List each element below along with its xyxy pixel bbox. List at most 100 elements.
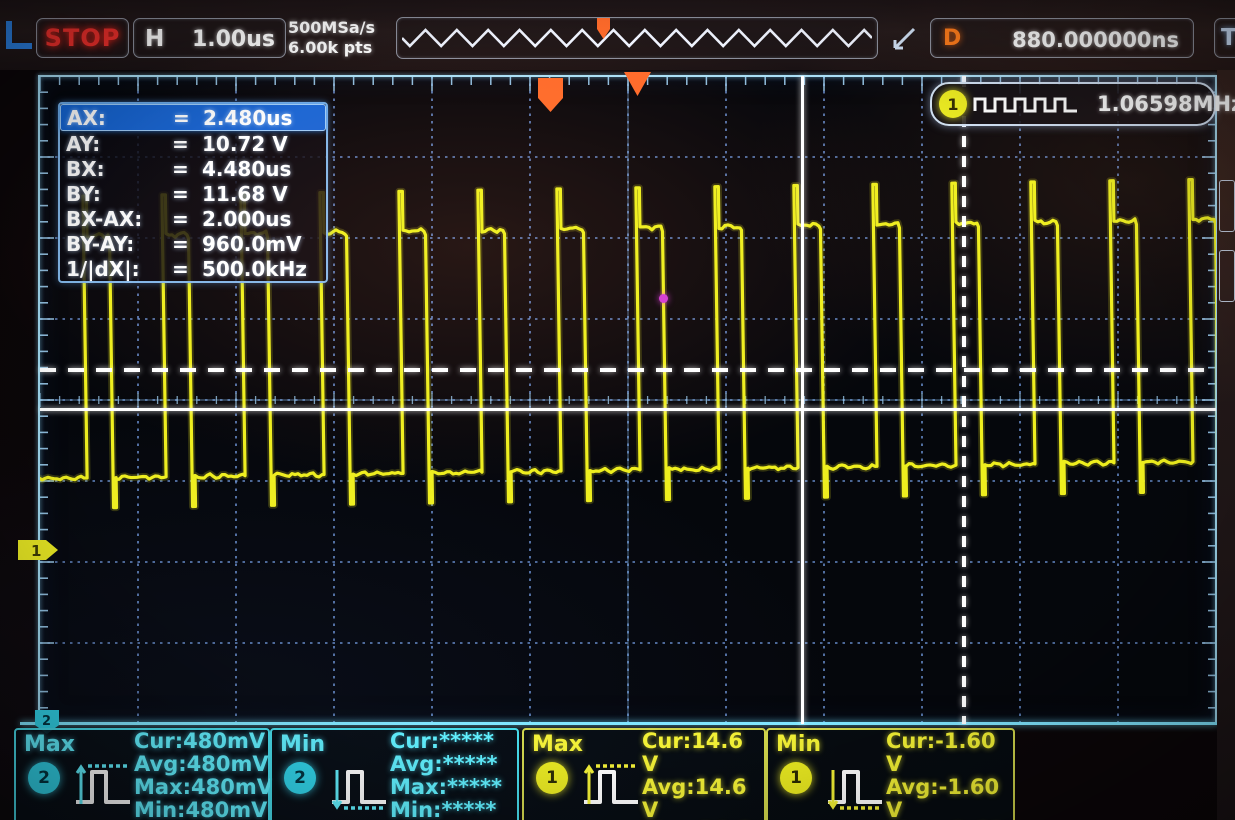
cursor-bx-vertical[interactable] xyxy=(962,76,966,724)
max-level-icon xyxy=(72,756,134,814)
delay-prefix: D xyxy=(943,26,961,51)
cursor-ay-horizontal[interactable] xyxy=(40,408,1216,411)
frequency-counter-channel: 1 xyxy=(939,90,967,118)
measurement-value-row: Max:***** xyxy=(390,776,502,799)
cursor-row-value: 960.0mV xyxy=(202,232,320,256)
svg-text:2: 2 xyxy=(42,714,51,729)
cursor-row-key: BX-AX: xyxy=(66,207,172,231)
min-level-icon xyxy=(328,756,390,814)
trigger-position-marker[interactable] xyxy=(538,78,563,112)
header-bar: STOP H 1.00us 500MSa/s 6.00k pts xyxy=(0,0,1235,70)
cursor-row-value: 4.480us xyxy=(202,157,320,181)
timebase-value: 1.00us xyxy=(192,27,275,52)
falling-edge-icon[interactable] xyxy=(2,20,36,56)
frequency-counter-badge[interactable]: 1 1.06598MHz xyxy=(930,82,1216,126)
cursor-row-value: 2.480us xyxy=(203,106,319,130)
trigger-menu-label: T xyxy=(1221,25,1235,51)
sample-rate-readout: 500MSa/s 6.00k pts xyxy=(288,18,388,58)
measurement-values: Cur:***** Avg:***** Max:***** Min:***** xyxy=(390,730,502,820)
cursor-row-equals: = xyxy=(172,157,202,181)
cursor-row-value: 2.000us xyxy=(202,207,320,231)
timebase-prefix: H xyxy=(145,26,164,52)
cursor-row-equals: = xyxy=(172,182,202,206)
sidebar-slot-1[interactable] xyxy=(1219,180,1235,232)
graticule-border-left xyxy=(38,76,40,724)
measurement-value-row: Avg:480mV xyxy=(134,753,273,776)
cursor-row-value: 11.68 V xyxy=(202,182,320,206)
sample-rate-value: 500MSa/s xyxy=(288,18,388,38)
measurement-channel-badge: 1 xyxy=(780,762,812,794)
min-level-icon xyxy=(824,756,886,814)
cursor-row-1dx[interactable]: 1/|dX|: = 500.0kHz xyxy=(60,256,326,281)
cursor-row-equals: = xyxy=(172,132,202,156)
cursor-row-value: 10.72 V xyxy=(202,132,320,156)
measurement-channel-badge: 2 xyxy=(28,762,60,794)
cursor-readout-panel[interactable]: AX: = 2.480us AY: = 10.72 V BX: = 4.480us BY: = 11.… xyxy=(58,102,328,283)
cursor-by-horizontal[interactable] xyxy=(40,368,1216,372)
measurement-value-row: Cur:***** xyxy=(390,730,502,753)
right-sidebar[interactable] xyxy=(1217,70,1235,820)
measurement-value-row: Max:480mV xyxy=(134,776,273,799)
delay-value: 880.000000ns xyxy=(1012,28,1179,52)
svg-text:1: 1 xyxy=(31,542,41,560)
cursor-row-bx[interactable]: BX: = 4.480us xyxy=(60,156,326,181)
measurement-panel-min-ch1[interactable]: Min 1 Cur:-1.60 VAvg:-1.60 VMax:-1.60 VMin… xyxy=(766,728,1015,820)
trigger-position-marker[interactable] xyxy=(597,18,610,39)
graticule-border-bottom xyxy=(20,722,1217,725)
measurement-value-row: Avg:***** xyxy=(390,753,502,776)
waveform-overview xyxy=(402,27,872,49)
cursor-row-value: 500.0kHz xyxy=(202,257,320,281)
cursor-row-key: 1/|dX|: xyxy=(66,257,172,281)
measurement-values: Cur:14.6 VAvg:14.6 VMax:14.6 VMin:14.6 V xyxy=(642,730,764,820)
measurement-panel-max-ch1[interactable]: Max 1 Cur:14.6 VAvg:14.6 VMax:14.6 VMin:14… xyxy=(522,728,766,820)
cursor-row-equals: = xyxy=(172,207,202,231)
measurement-value-row: Cur:14.6 V xyxy=(642,730,764,776)
sidebar-slot-2[interactable] xyxy=(1219,250,1235,302)
measurement-title: Max xyxy=(24,732,75,757)
cursor-row-equals: = xyxy=(172,232,202,256)
measurement-panel-max-ch2[interactable]: Max 2 Cur:480mV Avg:480mV Max:480mV Min:480mV xyxy=(14,728,270,820)
cursor-row-bxax[interactable]: BX-AX: = 2.000us xyxy=(60,206,326,231)
measurement-values: Cur:-1.60 VAvg:-1.60 VMax:-1.60 VMin:-1.… xyxy=(886,730,1013,820)
cursor-ax-vertical[interactable] xyxy=(801,76,804,724)
measurement-value-row: Cur:480mV xyxy=(134,730,273,753)
cursor-row-key: BY: xyxy=(66,182,172,206)
waveform-overview-strip[interactable] xyxy=(396,17,878,59)
mem-depth-value: 6.00k pts xyxy=(288,38,388,58)
cursor-row-key: BX: xyxy=(66,157,172,181)
cursor-row-by[interactable]: BY: = 11.68 V xyxy=(60,181,326,206)
measurement-title: Min xyxy=(280,732,325,757)
run-state-button[interactable]: STOP xyxy=(36,18,129,58)
delay-button[interactable]: D 880.000000ns xyxy=(930,18,1194,58)
ch1-ground-marker[interactable]: 1 xyxy=(18,537,58,563)
timebase-button[interactable]: H 1.00us xyxy=(133,18,286,58)
oscilloscope-screen: STOP H 1.00us 500MSa/s 6.00k pts xyxy=(0,0,1235,820)
max-level-icon xyxy=(580,756,642,814)
measurement-value-row: Avg:14.6 V xyxy=(642,776,764,820)
square-wave-icon xyxy=(973,91,1091,117)
cursor-row-ay[interactable]: AY: = 10.72 V xyxy=(60,131,326,156)
trigger-delay-marker[interactable] xyxy=(624,70,651,96)
cursor-row-key: BY-AY: xyxy=(66,232,172,256)
measurement-values: Cur:480mV Avg:480mV Max:480mV Min:480mV xyxy=(134,730,273,820)
cursor-row-byay[interactable]: BY-AY: = 960.0mV xyxy=(60,231,326,256)
cursor-row-equals: = xyxy=(173,106,203,130)
cursor-row-key: AY: xyxy=(66,132,172,156)
measurement-title: Max xyxy=(532,732,583,757)
screen-artifact-dot xyxy=(659,294,668,303)
measurement-panels: Max 2 Cur:480mV Avg:480mV Max:480mV Min:480mV… xyxy=(14,728,1014,820)
measurement-value-row: Avg:-1.60 V xyxy=(886,776,1013,820)
frequency-counter-value: 1.06598MHz xyxy=(1097,92,1235,116)
cursor-row-key: AX: xyxy=(67,106,173,130)
cursor-row-ax[interactable]: AX: = 2.480us xyxy=(60,104,326,131)
measurement-value-row: Cur:-1.60 V xyxy=(886,730,1013,776)
run-state-label: STOP xyxy=(37,19,128,57)
trigger-menu-button[interactable]: T xyxy=(1214,18,1235,58)
horizontal-expand-icon[interactable] xyxy=(890,26,918,52)
measurement-panel-min-ch2[interactable]: Min 2 Cur:***** Avg:***** Max:***** Min:***** xyxy=(270,728,519,820)
measurement-channel-badge: 1 xyxy=(536,762,568,794)
measurement-value-row: Min:480mV xyxy=(134,799,273,820)
cursor-row-equals: = xyxy=(172,257,202,281)
measurement-channel-badge: 2 xyxy=(284,762,316,794)
measurement-title: Min xyxy=(776,732,821,757)
